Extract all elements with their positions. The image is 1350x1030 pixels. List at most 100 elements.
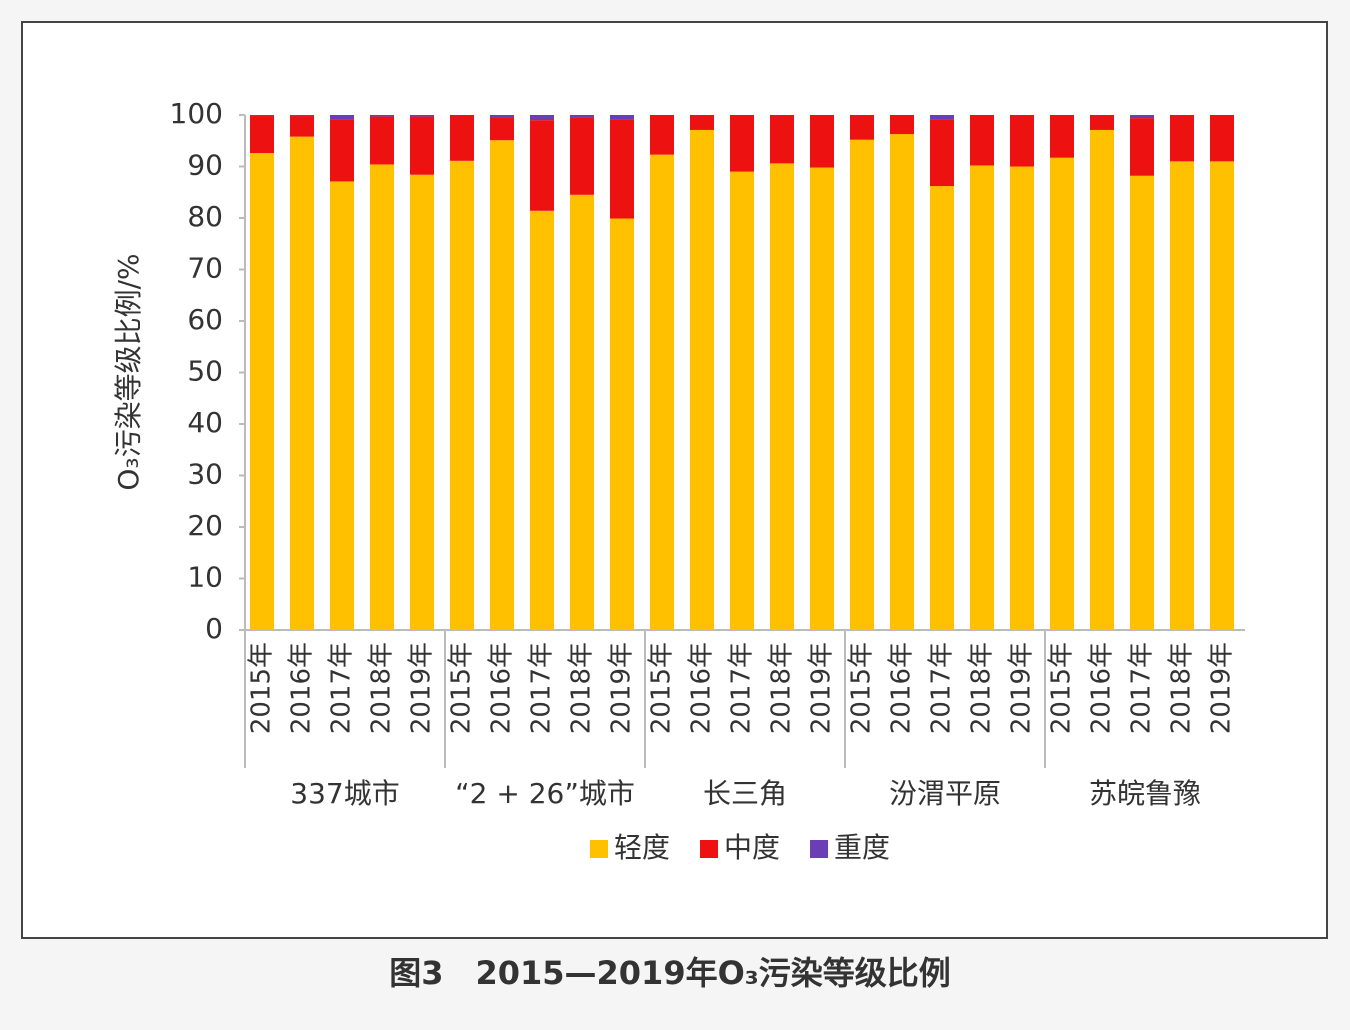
- bar-segment: [410, 174, 434, 631]
- bar-segment: [370, 164, 394, 630]
- x-tick-label: 2017年: [1127, 642, 1157, 734]
- y-tick-label: 10: [187, 561, 223, 594]
- x-tick-label: 2016年: [287, 642, 317, 734]
- x-tick-label: 2017年: [327, 642, 357, 734]
- bar-segment: [410, 116, 434, 175]
- bar-segment: [1050, 115, 1074, 158]
- bar-segment: [1170, 115, 1194, 162]
- bar-segment: [530, 115, 554, 121]
- x-tick-label: 2018年: [967, 642, 997, 734]
- bar-segment: [1090, 129, 1114, 630]
- bar-segment: [730, 171, 754, 630]
- y-tick-label: 30: [187, 458, 223, 491]
- bar-segment: [1010, 115, 1034, 167]
- y-tick-label: 90: [187, 149, 223, 182]
- bar-segment: [610, 115, 634, 120]
- legend-label: 轻度: [614, 831, 670, 864]
- bar-segment: [370, 116, 394, 165]
- bar-segment: [490, 140, 514, 631]
- bar-segment: [1010, 166, 1034, 630]
- x-tick-label: 2018年: [767, 642, 797, 734]
- bar-segment: [490, 117, 514, 141]
- bar-segment: [890, 134, 914, 630]
- bar-segment: [690, 115, 714, 130]
- bar-segment: [650, 154, 674, 630]
- x-tick-label: 2015年: [847, 642, 877, 734]
- y-tick-label: 20: [187, 509, 223, 542]
- bar-segment: [330, 115, 354, 120]
- bar-segment: [970, 115, 994, 166]
- x-tick-label: 2015年: [1047, 642, 1077, 734]
- x-tick-label: 2017年: [527, 642, 557, 734]
- bar-segment: [330, 119, 354, 182]
- x-tick-label: 2019年: [1207, 642, 1237, 734]
- bar-segment: [650, 115, 674, 155]
- x-tick-label: 2016年: [887, 642, 917, 734]
- x-tick-label: 2019年: [607, 642, 637, 734]
- y-tick-label: 40: [187, 406, 223, 439]
- x-tick-label: 2016年: [687, 642, 717, 734]
- legend-label: 中度: [724, 831, 780, 864]
- bar-segment: [1090, 115, 1114, 130]
- bar-segment: [1130, 115, 1154, 119]
- group-label: 苏皖鲁豫: [1089, 777, 1201, 810]
- bar-segment: [770, 163, 794, 630]
- y-tick-label: 60: [187, 303, 223, 336]
- bar-segment: [730, 115, 754, 172]
- y-tick-label: 100: [170, 97, 223, 130]
- bar-segment: [450, 160, 474, 630]
- bar-segment: [690, 129, 714, 630]
- bar-segment: [1050, 157, 1074, 630]
- legend-swatch: [590, 840, 608, 858]
- x-tick-label: 2019年: [1007, 642, 1037, 734]
- bar-segment: [250, 115, 274, 117]
- bar-segment: [930, 115, 954, 120]
- bar-segment: [330, 181, 354, 630]
- x-tick-label: 2015年: [647, 642, 677, 734]
- x-tick-label: 2016年: [487, 642, 517, 734]
- x-tick-label: 2017年: [927, 642, 957, 734]
- bar-segment: [1210, 115, 1234, 162]
- x-tick-label: 2015年: [447, 642, 477, 734]
- legend-label: 重度: [834, 831, 890, 864]
- bar-segment: [570, 117, 594, 195]
- bar-segment: [450, 115, 474, 161]
- legend-swatch: [810, 840, 829, 858]
- bar-segment: [570, 115, 594, 118]
- bar-segment: [290, 136, 314, 630]
- bar-segment: [850, 115, 874, 140]
- y-tick-label: 50: [187, 355, 223, 388]
- x-tick-label: 2018年: [1167, 642, 1197, 734]
- x-tick-label: 2015年: [247, 642, 277, 734]
- caption: 图3 2015—2019年O₃污染等级比例: [389, 954, 951, 992]
- y-tick-label: 70: [187, 252, 223, 285]
- bar-segment: [810, 167, 834, 630]
- x-tick-label: 2019年: [407, 642, 437, 734]
- group-label: 长三角: [703, 777, 787, 810]
- x-tick-label: 2018年: [567, 642, 597, 734]
- y-tick-label: 0: [205, 612, 223, 645]
- group-label: 337城市: [290, 777, 399, 810]
- bar-segment: [850, 139, 874, 630]
- bar-segment: [970, 165, 994, 630]
- bar-segment: [290, 115, 314, 117]
- bar-segment: [930, 186, 954, 630]
- bar-segment: [610, 119, 634, 219]
- bar-segment: [410, 115, 434, 117]
- bar-segment: [250, 116, 274, 154]
- group-label: “2 + 26”城市: [455, 777, 635, 810]
- bar-segment: [290, 116, 314, 137]
- bar-segment: [570, 194, 594, 630]
- x-tick-label: 2019年: [807, 642, 837, 734]
- bar-segment: [610, 218, 634, 630]
- bar-segment: [370, 115, 394, 117]
- bar-segment: [1130, 118, 1154, 176]
- bar-segment: [490, 115, 514, 118]
- bar-segment: [250, 153, 274, 631]
- group-label: 汾渭平原: [889, 777, 1001, 810]
- y-tick-label: 80: [187, 200, 223, 233]
- bar-segment: [530, 120, 554, 211]
- bar-segment: [930, 119, 954, 187]
